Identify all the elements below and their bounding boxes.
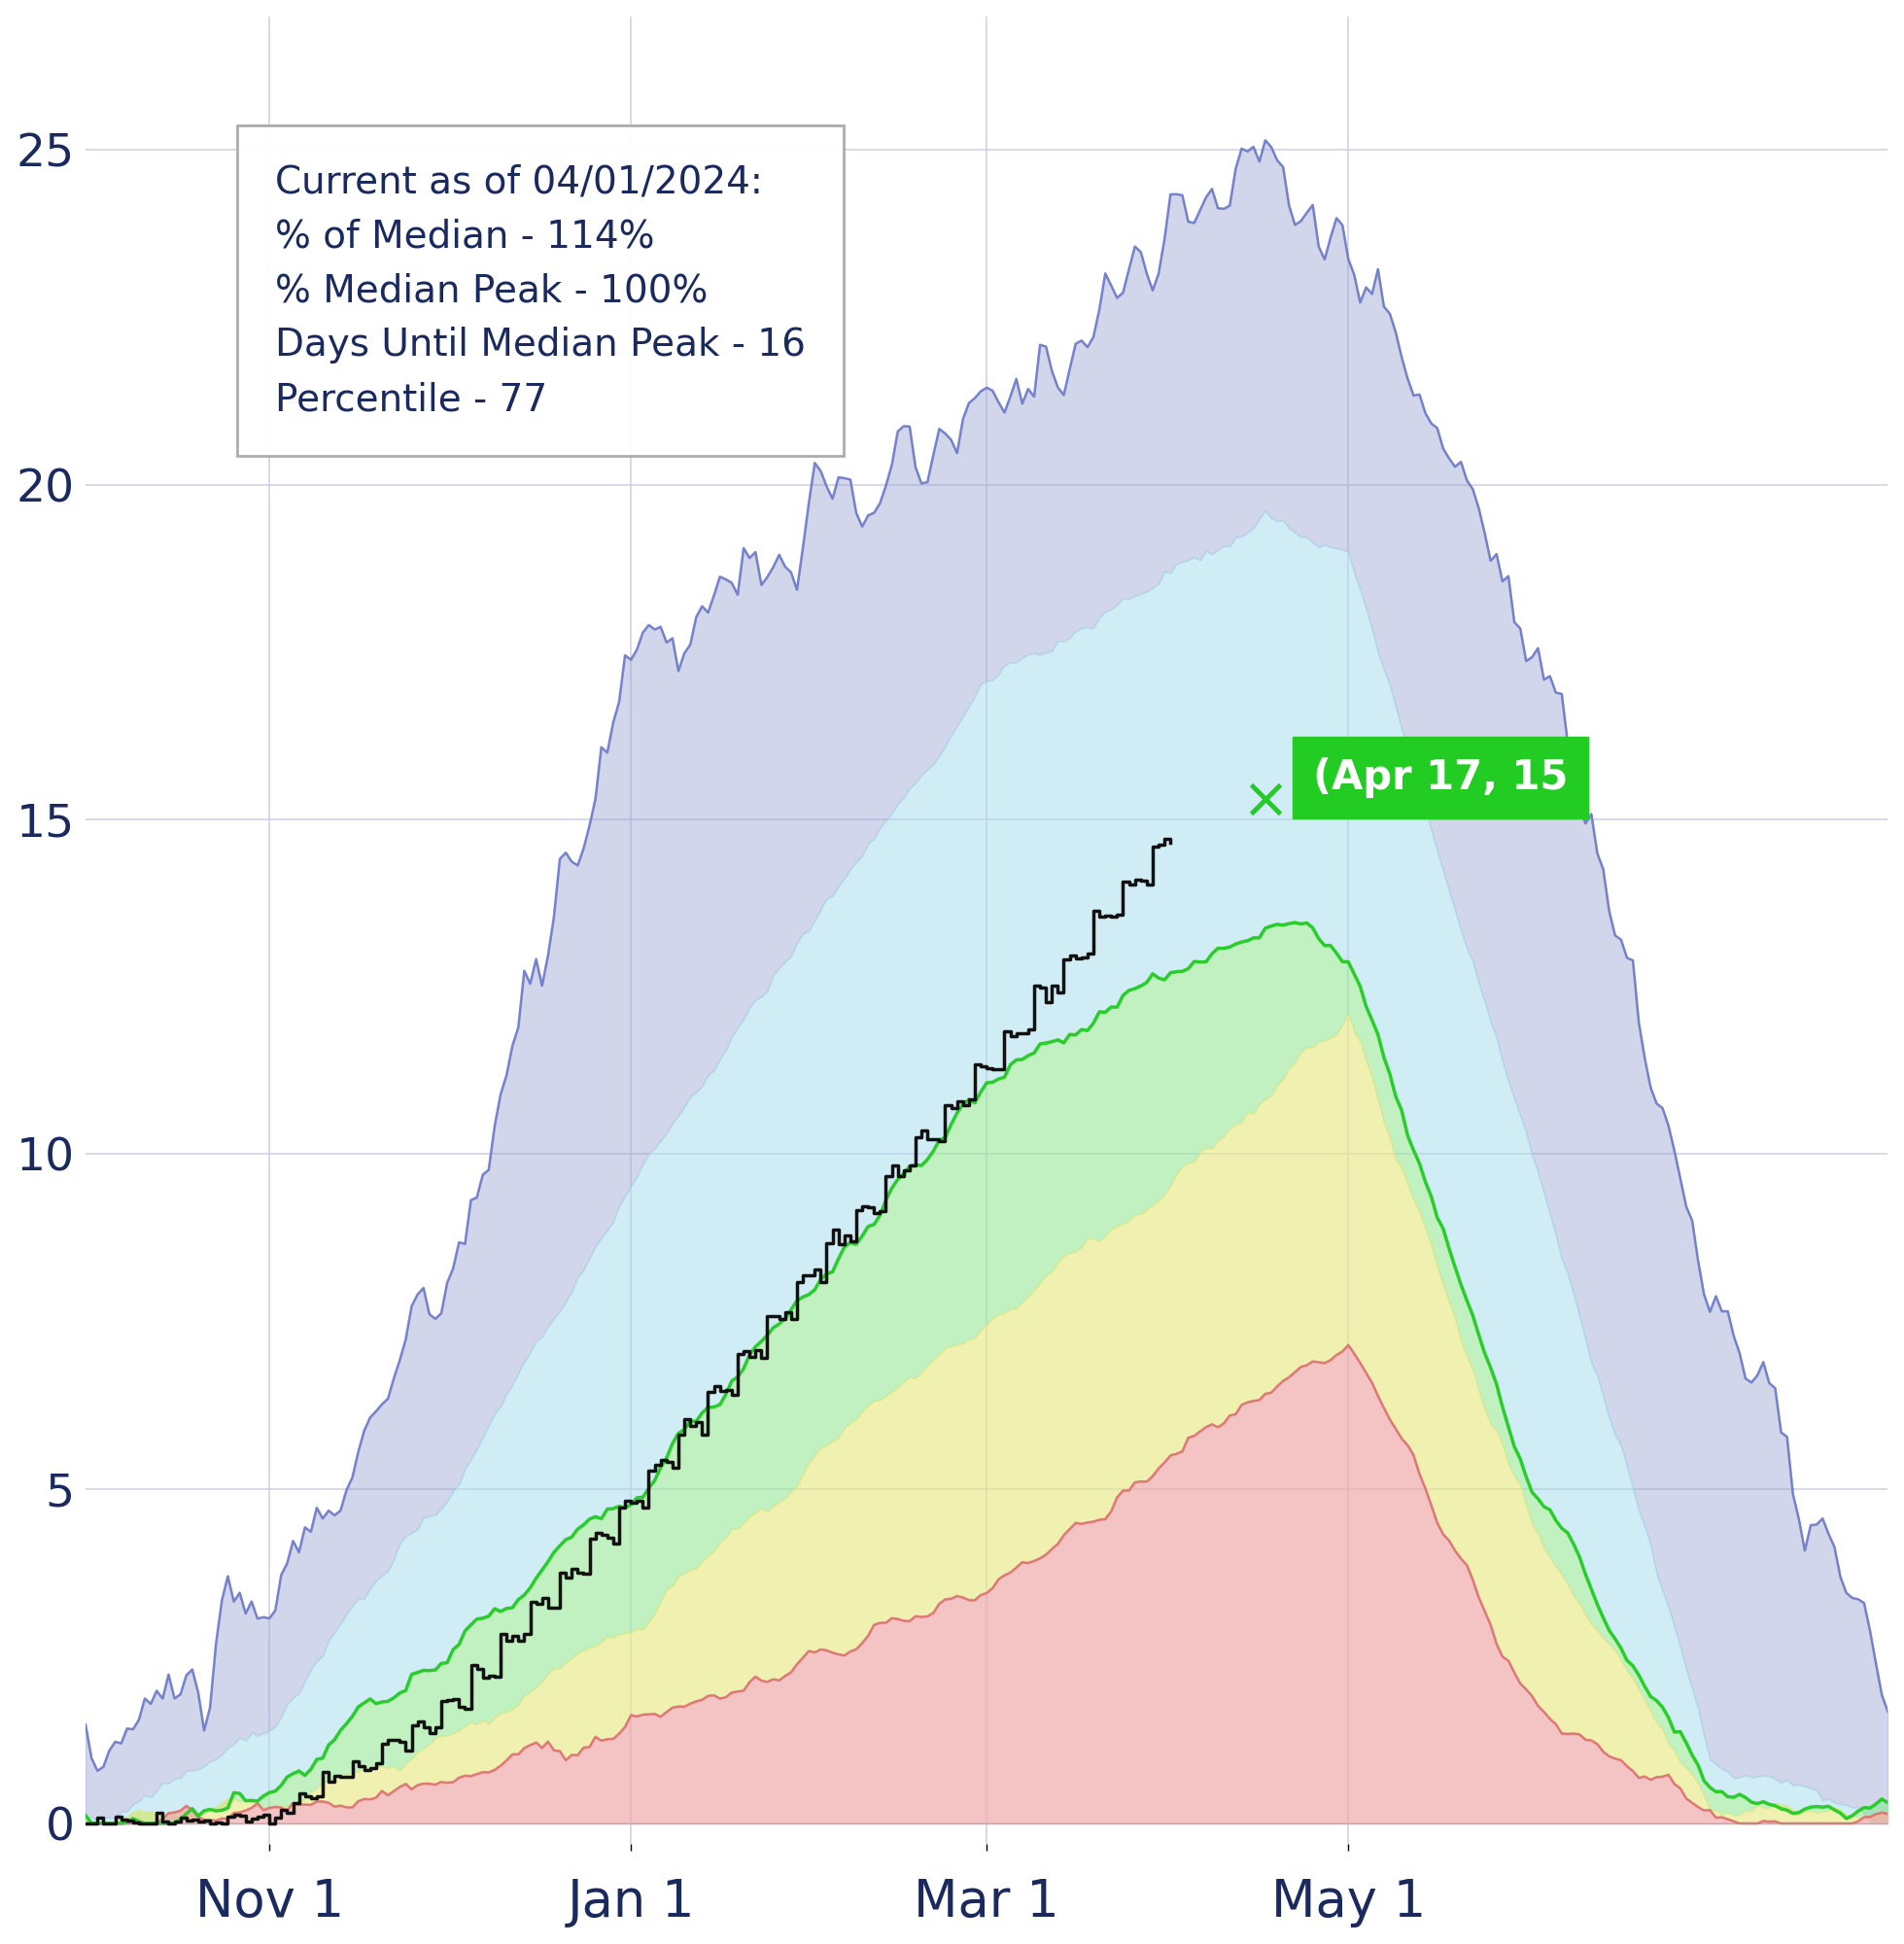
Text: Current as of 04/01/2024:
% of Median - 114%
% Median Peak - 100%
Days Until Med: Current as of 04/01/2024: % of Median - …	[276, 163, 805, 418]
Text: (Apr 17, 15: (Apr 17, 15	[1312, 758, 1567, 799]
